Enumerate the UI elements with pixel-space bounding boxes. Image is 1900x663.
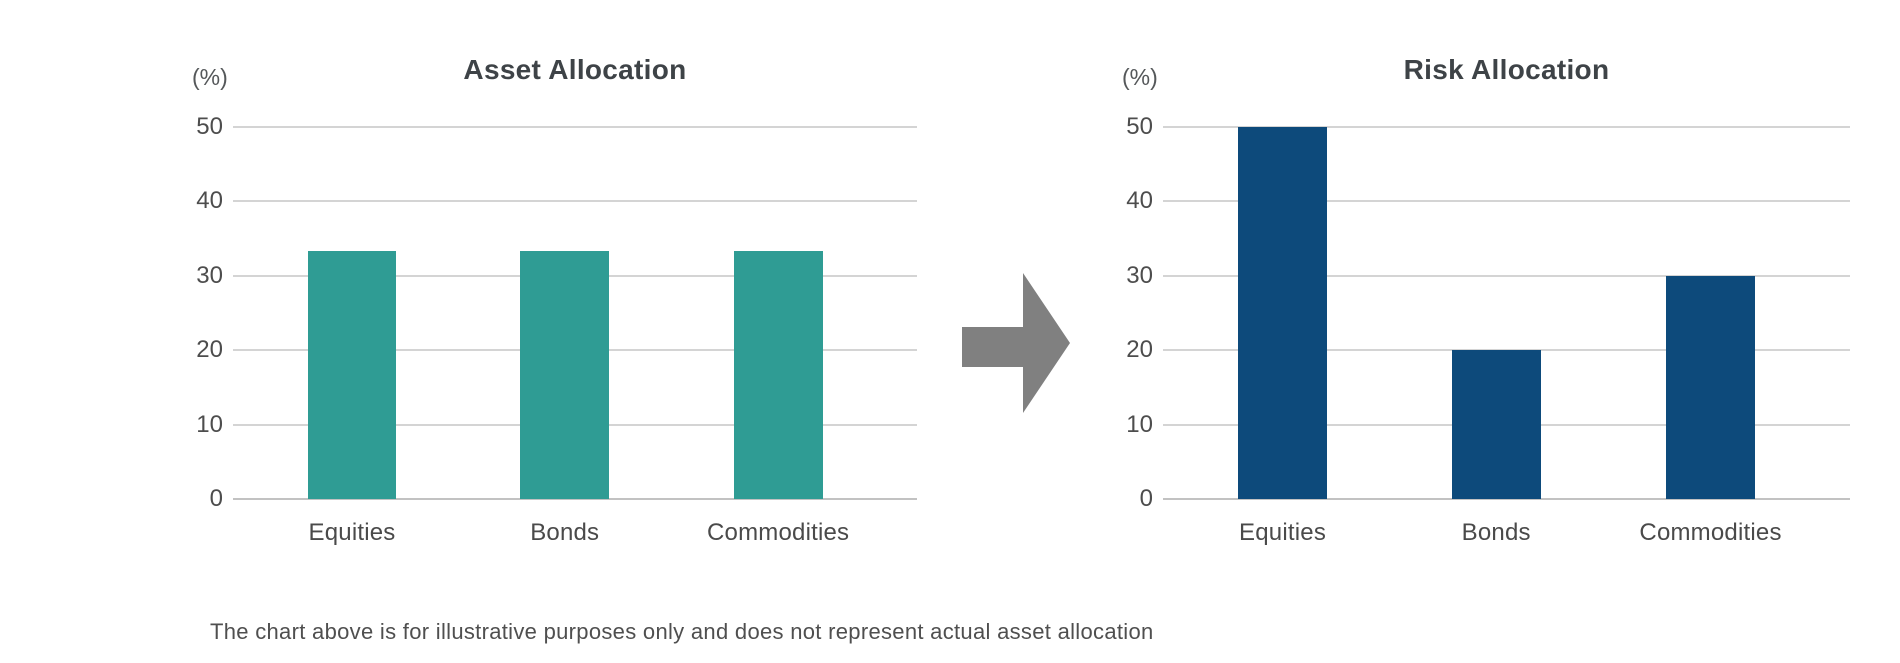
y-tick-label-50: 50 <box>1126 113 1153 140</box>
y-tick-label-0: 0 <box>209 485 223 512</box>
bar-commodities <box>1665 275 1756 499</box>
y-tick-label-30: 30 <box>1126 261 1153 289</box>
plot-area: 50 40 30 20 10 0 <box>196 114 917 512</box>
x-label-commodities: Commodities <box>1639 519 1782 546</box>
y-tick-label-10: 10 <box>1126 410 1153 438</box>
disclaimer-text: The chart above is for illustrative purp… <box>210 619 1154 644</box>
y-tick-label-10: 10 <box>196 410 223 438</box>
y-tick-label-40: 40 <box>1126 187 1153 215</box>
right-arrow-shape <box>962 273 1070 413</box>
gridline-20 <box>1163 349 1850 352</box>
y-tick-label-30: 30 <box>196 261 223 289</box>
y-tick-label-40: 40 <box>196 187 223 215</box>
gridline-0 <box>1163 498 1850 500</box>
x-label-commodities: Commodities <box>707 519 850 546</box>
gridline-0 <box>233 498 917 500</box>
chart-title: Risk Allocation <box>1403 54 1610 85</box>
x-label-bonds: Bonds <box>1461 519 1531 546</box>
y-axis-unit-label: (%) <box>192 64 228 90</box>
bar-bonds <box>1451 350 1541 499</box>
bar-bonds <box>520 251 610 499</box>
plot-area: 50 40 30 20 10 0 <box>1126 114 1850 512</box>
bar-equities <box>1237 127 1328 499</box>
gridline-30 <box>1163 274 1850 277</box>
x-label-bonds: Bonds <box>530 519 600 546</box>
y-tick-label-20: 20 <box>1126 336 1153 364</box>
asset-allocation-chart: Asset Allocation (%) 50 40 30 20 10 0 Equitie… <box>150 40 940 580</box>
gridline-50 <box>233 126 917 128</box>
gridline-40 <box>1163 200 1850 203</box>
gridline-50 <box>1163 126 1850 128</box>
bar-equities <box>307 251 397 499</box>
y-tick-label-0: 0 <box>1139 485 1153 512</box>
y-tick-label-20: 20 <box>196 336 223 364</box>
x-axis-labels: Equities Bonds Commodities <box>1163 519 1850 553</box>
right-arrow-icon <box>962 273 1070 413</box>
x-label-equities: Equities <box>1239 519 1327 546</box>
chart-title: Asset Allocation <box>463 54 687 85</box>
risk-allocation-chart: Risk Allocation (%) 50 40 30 20 10 0 Equities… <box>1080 40 1900 580</box>
x-label-equities: Equities <box>308 519 396 546</box>
x-axis-labels: Equities Bonds Commodities <box>233 519 917 553</box>
gridline-40 <box>233 200 917 203</box>
y-tick-label-50: 50 <box>196 113 223 140</box>
bar-commodities <box>733 251 823 499</box>
y-axis-unit-label: (%) <box>1122 64 1158 90</box>
